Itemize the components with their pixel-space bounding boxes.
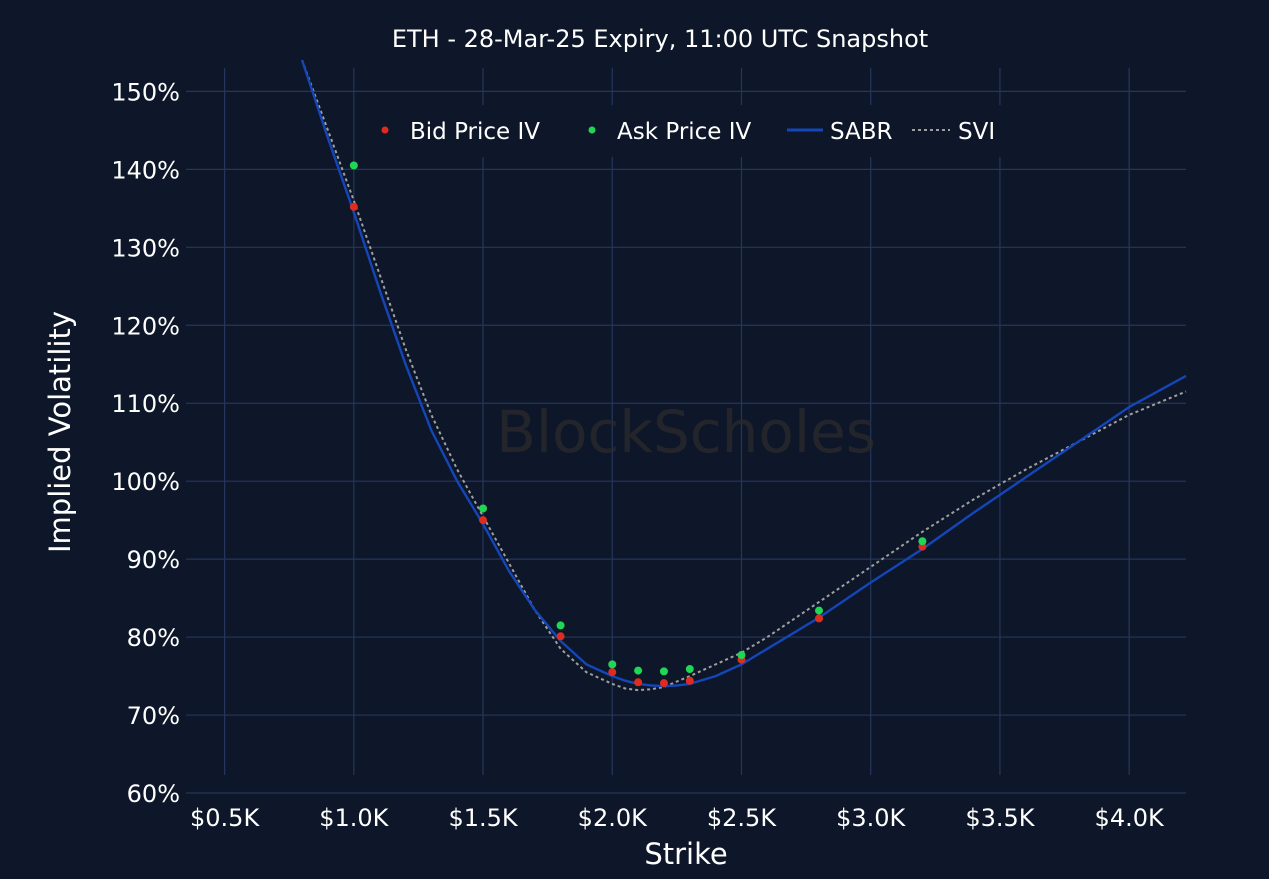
x-tick-label: $4.0K xyxy=(1095,804,1165,832)
y-axis-title: Implied Volatility xyxy=(43,311,77,553)
x-tick-label: $1.5K xyxy=(448,804,518,832)
ask-price-iv-point xyxy=(479,504,488,513)
ask-price-iv-point xyxy=(659,667,668,676)
bid-price-iv-point xyxy=(634,678,643,687)
ask-price-iv-point xyxy=(608,660,617,669)
legend-label-bid-iv[interactable]: Bid Price IV xyxy=(410,119,540,145)
ask-price-iv-point xyxy=(815,606,824,615)
y-tick-label: 100% xyxy=(111,468,180,496)
y-tick-label: 90% xyxy=(127,546,180,574)
bid-price-iv-point xyxy=(479,516,488,525)
legend: Bid Price IV Ask Price IV SABR SVI xyxy=(360,105,1012,157)
tick-labels: 60% 70% 80% 90% 100% 110% 120% 130% 140% 150% $0.5… xyxy=(111,78,1165,832)
ask-price-iv-point xyxy=(685,665,694,674)
y-tick-label: 130% xyxy=(111,234,180,262)
y-tick-label: 60% xyxy=(127,780,180,808)
bid-price-iv-point xyxy=(349,202,358,211)
legend-marker-bid-iv xyxy=(381,126,389,134)
x-tick-label: $1.0K xyxy=(319,804,389,832)
y-tick-label: 110% xyxy=(111,390,180,418)
x-tick-label: $2.0K xyxy=(578,804,648,832)
x-tick-label: $3.5K xyxy=(965,804,1035,832)
ask-price-iv-point xyxy=(634,666,643,675)
y-tick-label: 140% xyxy=(111,156,180,184)
y-tick-label: 120% xyxy=(111,312,180,340)
ask-price-iv-point xyxy=(349,161,358,170)
bid-price-iv-point xyxy=(815,614,824,623)
y-tick-label: 70% xyxy=(127,702,180,730)
legend-background xyxy=(360,105,1012,157)
series-layer xyxy=(300,59,1187,692)
y-tick-label: 80% xyxy=(127,624,180,652)
y-tick-label: 150% xyxy=(111,78,180,106)
ask-price-iv-point xyxy=(918,537,927,546)
bid-price-iv-point xyxy=(556,632,565,641)
legend-marker-ask-iv xyxy=(588,126,596,134)
ask-price-iv-point xyxy=(556,621,565,630)
x-axis-title: Strike xyxy=(644,837,727,871)
bid-price-iv-point xyxy=(608,668,617,677)
x-tick-label: $2.5K xyxy=(707,804,777,832)
legend-label-sabr[interactable]: SABR xyxy=(830,119,893,145)
legend-label-ask-iv[interactable]: Ask Price IV xyxy=(617,119,752,145)
ask-price-iv-point xyxy=(737,651,746,660)
legend-label-svi[interactable]: SVI xyxy=(958,119,995,145)
bid-price-iv-point xyxy=(659,679,668,688)
grid xyxy=(186,68,1186,794)
x-tick-label: $3.0K xyxy=(836,804,906,832)
bid-price-iv-point xyxy=(685,676,694,685)
x-tick-label: $0.5K xyxy=(190,804,260,832)
sabr-line xyxy=(300,59,1187,688)
watermark-text: BlockScholes xyxy=(496,398,876,466)
chart-title: ETH - 28-Mar-25 Expiry, 11:00 UTC Snapsh… xyxy=(392,25,928,53)
